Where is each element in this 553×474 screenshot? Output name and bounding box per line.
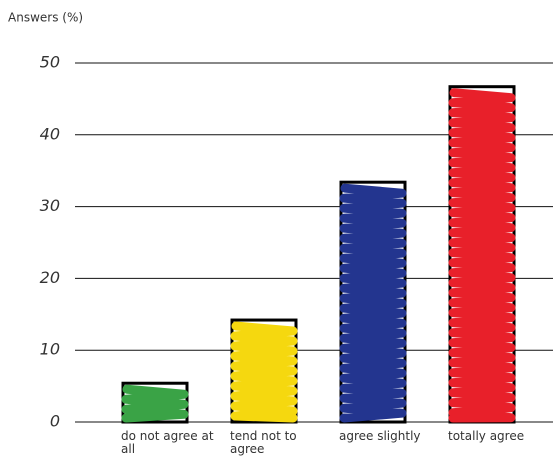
x-tick-label: totally agree xyxy=(448,429,525,443)
y-tick-label: 10 xyxy=(40,340,60,359)
bar-scribble xyxy=(339,183,407,423)
x-tick-label: agree slightly xyxy=(339,429,421,443)
y-tick-label: 0 xyxy=(50,412,60,431)
y-tick-label: 20 xyxy=(40,268,60,287)
bar-scribble xyxy=(121,384,189,423)
x-tick-label: tend not to agree xyxy=(230,429,297,456)
y-tick-label: 40 xyxy=(40,124,60,143)
y-tick-label: 30 xyxy=(40,196,60,215)
bar-scribble xyxy=(448,88,516,423)
x-tick-label: do not agree at all xyxy=(121,429,214,456)
y-tick-label: 50 xyxy=(40,53,60,72)
y-axis-title: Answers (%) xyxy=(8,11,83,25)
bar-scribble xyxy=(230,321,298,423)
